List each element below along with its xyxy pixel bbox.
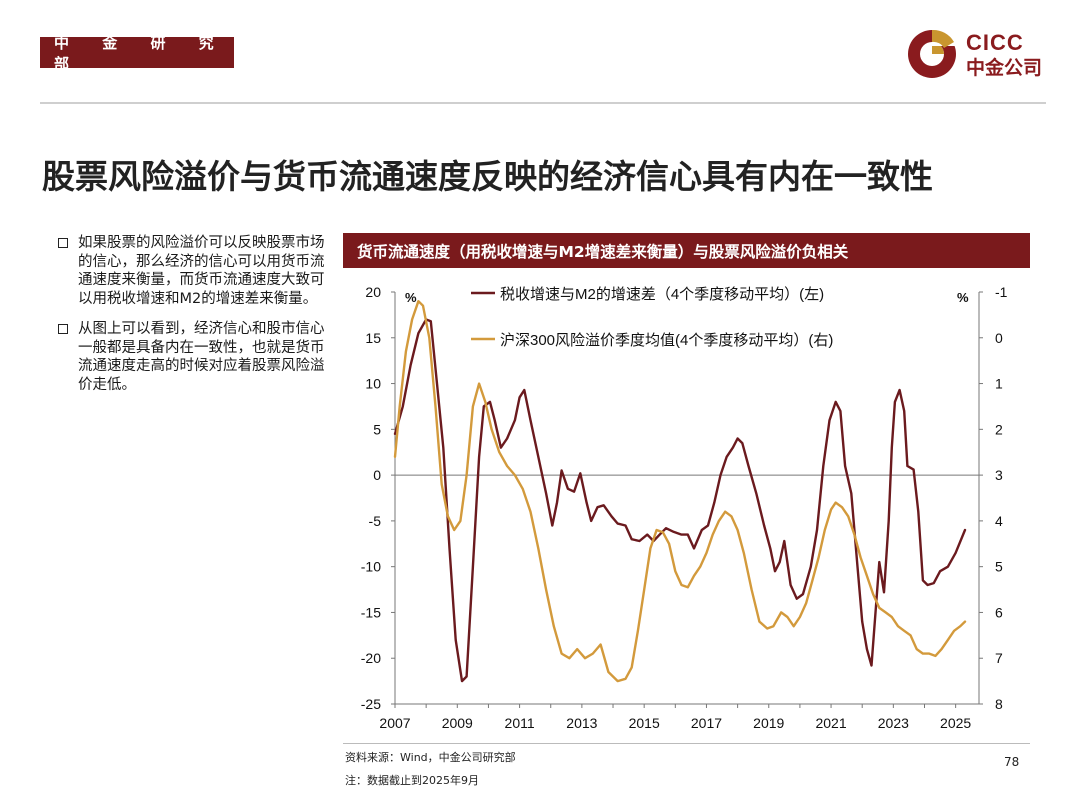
left-unit-label: %: [405, 290, 417, 305]
left-tick-label: -10: [361, 559, 381, 575]
x-tick-label: 2007: [379, 715, 410, 731]
right-tick-label: 7: [995, 650, 1003, 666]
left-tick-label: -20: [361, 650, 381, 666]
header-divider: [40, 102, 1046, 104]
bullet-text: 如果股票的风险溢价可以反映股票市场的信心，那么经济的信心可以用货币流通速度来衡量…: [78, 235, 325, 307]
right-tick-label: 1: [995, 376, 1003, 392]
left-tick-label: 20: [365, 284, 381, 300]
chart-title: 货币流通速度（用税收增速与M2增速差来衡量）与股票风险溢价负相关: [343, 233, 1030, 268]
left-tick-label: 5: [373, 421, 381, 437]
right-tick-label: 0: [995, 330, 1003, 346]
left-tick-label: 0: [373, 467, 381, 483]
left-tick-label: -5: [369, 513, 382, 529]
x-tick-label: 2021: [815, 715, 846, 731]
right-tick-label: 2: [995, 421, 1003, 437]
right-tick-label: 8: [995, 696, 1003, 712]
cicc-logo: CICC 中金公司: [906, 28, 1046, 80]
series-line-hs300-risk-premium: [393, 300, 967, 683]
data-note: 注：数据截止到2025年9月: [345, 774, 479, 787]
logo-text-en: CICC: [966, 30, 1024, 55]
left-tick-label: -25: [361, 696, 381, 712]
bullet-item: 从图上可以看到，经济信心和股市信心一般都是具备内在一致性，也就是货币流通速度走高…: [58, 320, 330, 394]
legend-label: 税收增速与M2的增速差（4个季度移动平均）(左): [500, 286, 824, 303]
right-tick-label: 5: [995, 559, 1003, 575]
left-tick-label: 15: [365, 330, 381, 346]
square-bullet-icon: [58, 238, 68, 248]
department-tag: 中 金 研 究 部: [40, 34, 234, 73]
right-unit-label: %: [957, 290, 969, 305]
square-bullet-icon: [58, 324, 68, 334]
page-number: 78: [1004, 755, 1020, 769]
left-tick-label: -15: [361, 604, 381, 620]
bullet-text: 从图上可以看到，经济信心和股市信心一般都是具备内在一致性，也就是货币流通速度走高…: [78, 321, 325, 393]
left-tick-label: 10: [365, 376, 381, 392]
right-tick-label: 4: [995, 513, 1003, 529]
footer-divider: [343, 743, 1030, 744]
page-title: 股票风险溢价与货币流通速度反映的经济信心具有内在一致性: [42, 157, 933, 196]
right-tick-label: 3: [995, 467, 1003, 483]
x-tick-label: 2013: [566, 715, 597, 731]
x-tick-label: 2015: [629, 715, 660, 731]
cicc-logo-icon: [908, 28, 962, 78]
source-note: 资料来源：Wind，中金公司研究部: [345, 751, 516, 764]
x-tick-label: 2009: [442, 715, 473, 731]
series-line-tax-m2-gap: [393, 318, 967, 683]
x-tick-label: 2019: [753, 715, 784, 731]
x-tick-label: 2017: [691, 715, 722, 731]
bullet-item: 如果股票的风险溢价可以反映股票市场的信心，那么经济的信心可以用货币流通速度来衡量…: [58, 234, 330, 308]
right-tick-label: 6: [995, 604, 1003, 620]
legend-label: 沪深300风险溢价季度均值(4个季度移动平均）(右): [500, 332, 833, 349]
x-tick-label: 2011: [505, 715, 535, 731]
x-tick-label: 2025: [940, 715, 971, 731]
right-tick-label: -1: [995, 284, 1008, 300]
bullet-list: 如果股票的风险溢价可以反映股票市场的信心，那么经济的信心可以用货币流通速度来衡量…: [58, 234, 330, 406]
x-tick-label: 2023: [878, 715, 909, 731]
logo-text-cn: 中金公司: [966, 57, 1043, 79]
